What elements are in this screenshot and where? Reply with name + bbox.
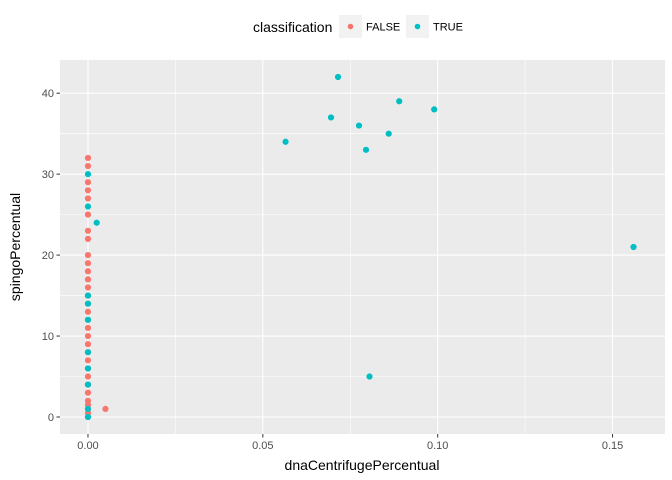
point-false	[84, 332, 92, 340]
legend: classification FALSE TRUE	[253, 15, 463, 38]
point-true	[84, 171, 92, 178]
point-true	[630, 243, 637, 251]
data-points	[84, 73, 637, 421]
point-true	[93, 219, 100, 226]
y-tick-label: 0	[48, 412, 54, 424]
x-tick-label: 0.15	[602, 440, 623, 452]
point-false	[84, 308, 92, 315]
minor-grid	[60, 60, 665, 434]
point-true	[385, 130, 392, 137]
x-tick-label: 0.10	[427, 440, 448, 452]
point-false	[84, 357, 92, 364]
point-false	[84, 211, 92, 218]
point-false	[84, 284, 92, 291]
major-grid	[60, 60, 665, 434]
point-true	[84, 365, 92, 372]
point-false	[84, 154, 92, 162]
point-false	[84, 235, 92, 243]
point-true	[366, 373, 373, 380]
point-false	[84, 187, 92, 194]
point-true	[431, 106, 438, 113]
y-axis-title: spingoPercentual	[7, 193, 23, 301]
x-axis-title: dnaCentrifugePercentual	[285, 457, 440, 473]
point-false	[84, 276, 92, 283]
y-tick-label: 40	[42, 88, 54, 100]
point-true	[334, 73, 342, 81]
point-false	[84, 389, 92, 396]
point-true	[84, 300, 92, 307]
point-false	[84, 195, 92, 202]
legend-title: classification	[253, 19, 332, 35]
point-true	[396, 98, 403, 105]
point-true	[84, 292, 92, 299]
y-tick-label: 20	[42, 250, 54, 262]
point-true	[362, 146, 370, 153]
point-true	[84, 203, 92, 210]
point-false	[84, 227, 92, 234]
point-false	[84, 341, 92, 348]
point-false	[84, 162, 92, 170]
point-false	[84, 397, 92, 404]
point-true	[355, 122, 363, 129]
point-false	[84, 179, 92, 186]
point-false	[84, 268, 92, 275]
point-false	[84, 260, 92, 267]
point-true	[84, 349, 92, 356]
legend-marker-true	[414, 23, 421, 30]
y-tick-label: 30	[42, 169, 54, 181]
legend-label-false: FALSE	[366, 22, 400, 34]
legend-label-true: TRUE	[433, 22, 463, 34]
point-false	[84, 251, 92, 259]
x-tick-label: 0.00	[77, 440, 98, 452]
point-true	[327, 114, 335, 121]
point-true	[84, 316, 92, 323]
point-false	[102, 405, 109, 413]
point-true	[84, 413, 92, 421]
point-false	[84, 324, 92, 332]
y-axis-ticks: 0 10 20 30 40	[42, 88, 60, 424]
point-false	[84, 373, 92, 380]
legend-marker-false	[347, 23, 354, 30]
x-axis-ticks: 0.00 0.05 0.10 0.15	[77, 434, 623, 452]
x-tick-label: 0.05	[252, 440, 273, 452]
point-true	[84, 405, 92, 413]
point-true	[282, 138, 289, 145]
y-tick-label: 10	[42, 331, 54, 343]
plot-panel	[60, 60, 665, 434]
point-true	[84, 381, 92, 388]
